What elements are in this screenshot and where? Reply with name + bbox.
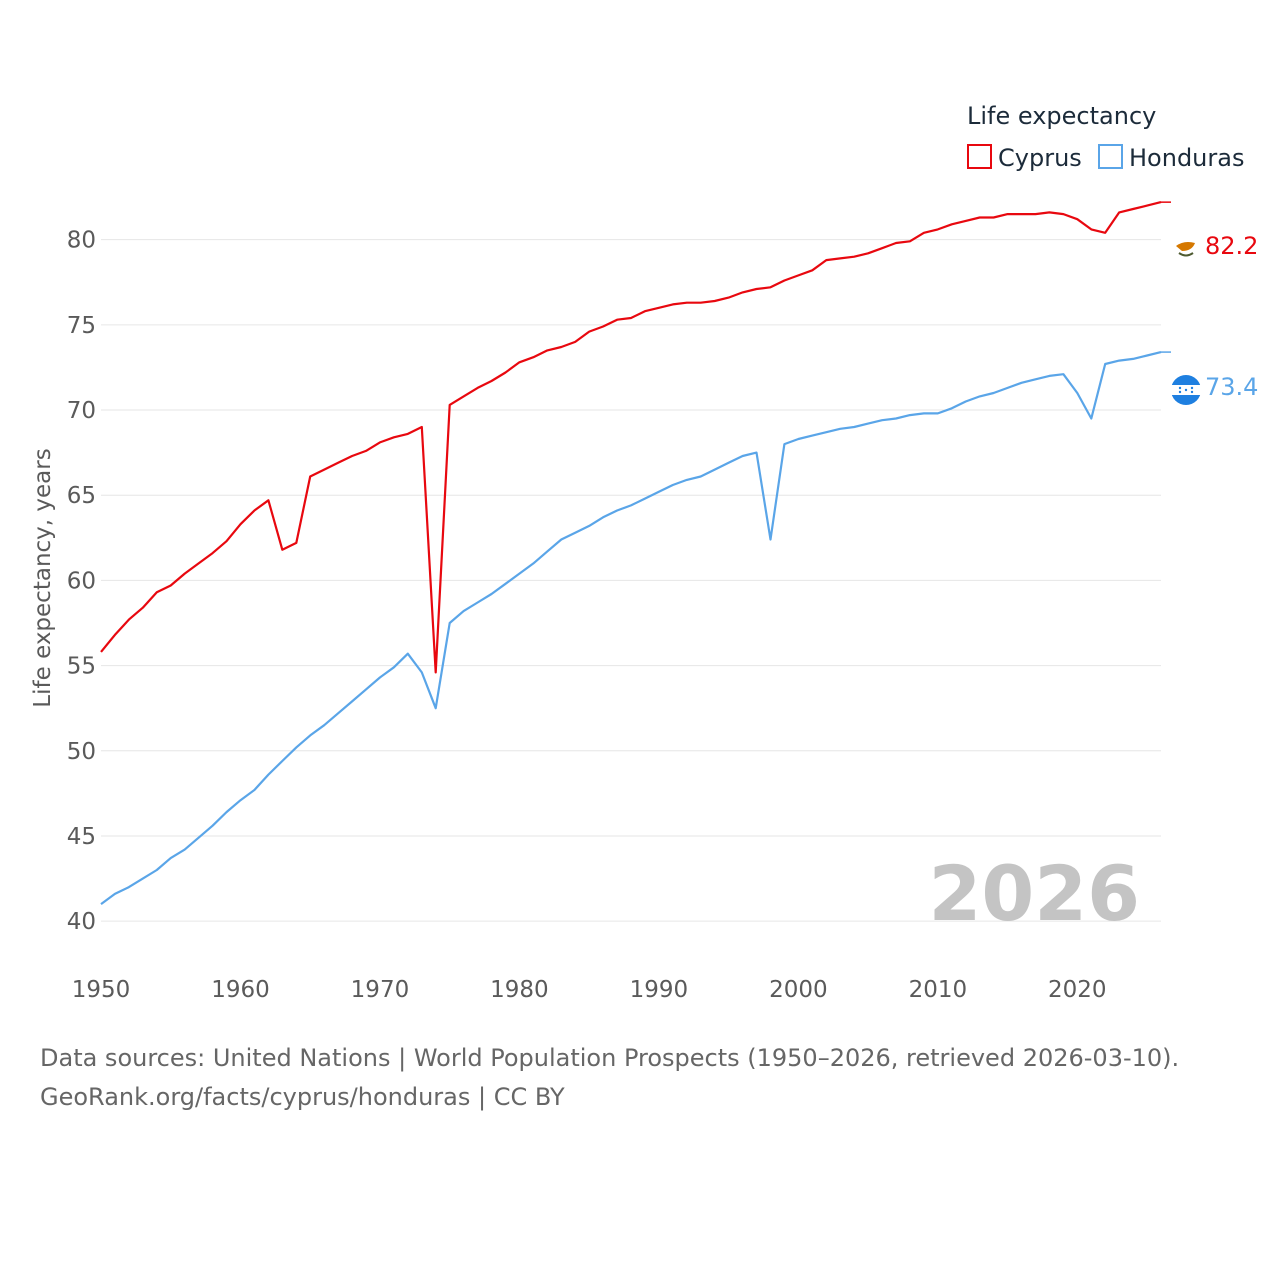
y-axis-ticks: 40 45 50 55 60 65 70 75 80 — [67, 228, 96, 936]
legend-item-honduras[interactable]: Honduras — [1098, 144, 1244, 172]
chart-canvas: 40 45 50 55 60 65 70 75 80 1950 1960 1970 1980 1990 2… — [30, 102, 1258, 1003]
x-axis-ticks: 1950 1960 1970 1980 1990 2000 2010 2020 — [72, 977, 1107, 1003]
x-tick-label: 2010 — [909, 977, 968, 1003]
y-tick-label: 55 — [67, 654, 96, 680]
cyprus-flag-icon — [1173, 236, 1199, 262]
x-tick-label: 1980 — [490, 977, 549, 1003]
y-tick-label: 75 — [67, 313, 96, 339]
data-source-note: Data sources: United Nations | World Pop… — [40, 1044, 1180, 1072]
grid-lines — [101, 239, 1161, 922]
legend-label-cyprus: Cyprus — [998, 144, 1082, 172]
credit-link[interactable]: GeoRank.org/facts/cyprus/honduras | CC B… — [40, 1083, 565, 1111]
legend-swatch-honduras — [1098, 144, 1123, 169]
x-tick-label: 1960 — [211, 977, 270, 1003]
honduras-flag-icon — [1171, 375, 1201, 405]
x-tick-label: 1990 — [630, 977, 689, 1003]
legend-title: Life expectancy — [967, 102, 1156, 130]
series-lines — [100, 201, 1171, 905]
y-tick-label: 80 — [67, 228, 96, 254]
y-tick-label: 60 — [67, 568, 96, 594]
y-tick-label: 65 — [67, 483, 96, 509]
x-tick-label: 1950 — [72, 977, 131, 1003]
x-tick-label: 2000 — [769, 977, 828, 1003]
honduras-end-value: 73.4 — [1205, 373, 1258, 401]
y-tick-label: 40 — [67, 909, 96, 935]
y-tick-label: 50 — [67, 739, 96, 765]
x-tick-label: 2020 — [1048, 977, 1107, 1003]
series-line-honduras[interactable] — [100, 351, 1162, 905]
legend-swatch-cyprus — [967, 144, 992, 169]
series-line-cyprus[interactable] — [100, 201, 1162, 674]
cyprus-end-value: 82.2 — [1205, 232, 1258, 260]
legend-item-cyprus[interactable]: Cyprus — [967, 144, 1082, 172]
x-tick-label: 1970 — [351, 977, 410, 1003]
y-tick-label: 70 — [67, 398, 96, 424]
legend: Life expectancy Cyprus Honduras — [967, 102, 1244, 172]
year-watermark: 2026 — [928, 849, 1140, 938]
legend-label-honduras: Honduras — [1129, 144, 1244, 172]
y-tick-label: 45 — [67, 824, 96, 850]
y-axis-label: Life expectancy, years — [30, 448, 56, 707]
